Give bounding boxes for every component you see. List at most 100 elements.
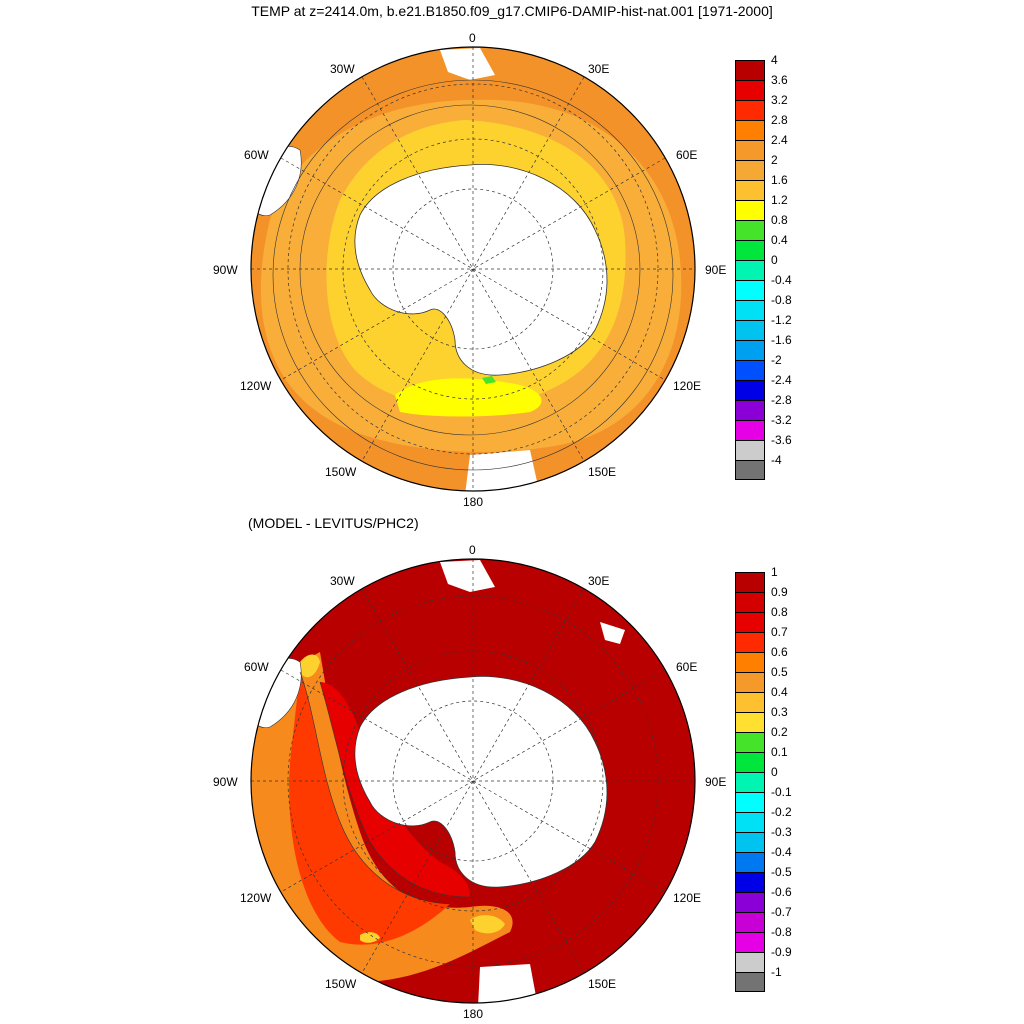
top-graticule bbox=[251, 47, 695, 491]
top-colorbar-tick-label: -0.8 bbox=[771, 293, 792, 307]
bottom-lon-120w: 120W bbox=[240, 891, 272, 905]
bottom-graticule bbox=[251, 559, 695, 1003]
bottom-colorbar-tick-label: 0 bbox=[771, 765, 778, 779]
bottom-colorbar-swatch bbox=[735, 912, 765, 932]
top-map-border bbox=[250, 46, 696, 492]
top-colorbar-tick-label: -3.6 bbox=[771, 433, 792, 447]
difference-subtitle: (MODEL - LEVITUS/PHC2) bbox=[248, 515, 419, 531]
bottom-colorbar-swatch bbox=[735, 772, 765, 792]
top-lon-30w: 30W bbox=[330, 62, 355, 76]
top-colorbar-swatch bbox=[735, 160, 765, 180]
bottom-lon-120e: 120E bbox=[673, 891, 702, 905]
top-colorbar-swatch bbox=[735, 300, 765, 320]
top-antarctica bbox=[354, 163, 608, 376]
bottom-colorbar-swatch bbox=[735, 572, 765, 592]
top-colorbar-swatch bbox=[735, 140, 765, 160]
bottom-colorbar-tick-label: 0.7 bbox=[771, 625, 788, 639]
bottom-polar-map: 0 30E 60E 90E 120E 150E 180 150W 120W 90… bbox=[0, 512, 740, 1024]
top-colorbar-swatch bbox=[735, 180, 765, 200]
bottom-lon-60w: 60W bbox=[244, 660, 269, 674]
top-lon-90w: 90W bbox=[213, 263, 238, 277]
top-lon-30e: 30E bbox=[588, 62, 610, 76]
top-colorbar bbox=[735, 60, 765, 480]
top-colorbar-tick-label: 2 bbox=[771, 153, 778, 167]
bottom-yellow-patch-2 bbox=[360, 932, 380, 943]
top-ice-edge-n bbox=[440, 48, 495, 80]
top-colorbar-swatch bbox=[735, 440, 765, 460]
bottom-colorbar-tick-label: 0.5 bbox=[771, 665, 788, 679]
bottom-lon-150e: 150E bbox=[588, 977, 617, 991]
top-colorbar-swatch bbox=[735, 400, 765, 420]
top-colorbar-tick-label: -3.2 bbox=[771, 413, 792, 427]
bottom-colorbar bbox=[735, 572, 765, 992]
top-lon-150e: 150E bbox=[588, 465, 617, 479]
bottom-colorbar-tick-label: -0.3 bbox=[771, 825, 792, 839]
bottom-colorbar-tick-label: -1 bbox=[771, 965, 782, 979]
top-colorbar-tick-label: 1.6 bbox=[771, 173, 788, 187]
top-colorbar-swatch bbox=[735, 80, 765, 100]
bottom-colorbar-swatch bbox=[735, 832, 765, 852]
bottom-colorbar-tick-label: 0.1 bbox=[771, 745, 788, 759]
bottom-colorbar-swatch bbox=[735, 592, 765, 612]
top-colorbar-tick-label: -4 bbox=[771, 453, 782, 467]
top-colorbar-swatch bbox=[735, 220, 765, 240]
top-polar-map: 0 30E 60E 90E 120E 150E 180 150W 120W 90… bbox=[0, 0, 740, 512]
top-colorbar-swatch bbox=[735, 240, 765, 260]
bottom-yellow-patch-1 bbox=[470, 915, 505, 934]
bottom-lon-90w: 90W bbox=[213, 775, 238, 789]
bottom-colorbar-swatch bbox=[735, 692, 765, 712]
bottom-colorbar-tick-label: -0.8 bbox=[771, 925, 792, 939]
bottom-map-svg bbox=[250, 558, 696, 1004]
bottom-lon-90e: 90E bbox=[705, 775, 727, 789]
bottom-lon-0: 0 bbox=[469, 543, 476, 557]
top-colorbar-swatch bbox=[735, 120, 765, 140]
top-colorbar-tick-label: -2.4 bbox=[771, 373, 792, 387]
top-colorbar-swatch bbox=[735, 420, 765, 440]
bottom-colorbar-tick-label: -0.1 bbox=[771, 785, 792, 799]
top-lon-180: 180 bbox=[463, 495, 484, 509]
top-colorbar-tick-label: 0 bbox=[771, 253, 778, 267]
bottom-colorbar-tick-label: -0.6 bbox=[771, 885, 792, 899]
bottom-colorbar-tick-label: 0.9 bbox=[771, 585, 788, 599]
bottom-colorbar-tick-label: 1 bbox=[771, 565, 778, 579]
top-lon-0: 0 bbox=[469, 31, 476, 45]
top-colorbar-tick-label: 3.6 bbox=[771, 73, 788, 87]
top-lon-150w: 150W bbox=[325, 465, 357, 479]
bottom-map-border bbox=[250, 558, 696, 1004]
bottom-antarctica bbox=[354, 675, 608, 888]
top-colorbar-swatch bbox=[735, 340, 765, 360]
bottom-colorbar-tick-label: 0.4 bbox=[771, 685, 788, 699]
bottom-lon-30e: 30E bbox=[588, 574, 610, 588]
top-lon-120e: 120E bbox=[673, 379, 702, 393]
bottom-colorbar-swatch bbox=[735, 652, 765, 672]
bottom-colorbar-swatch bbox=[735, 852, 765, 872]
top-lon-60e: 60E bbox=[676, 148, 698, 162]
bottom-colorbar-swatch bbox=[735, 892, 765, 912]
top-colorbar-tick-label: 0.4 bbox=[771, 233, 788, 247]
top-colorbar-tick-label: 0.8 bbox=[771, 213, 788, 227]
top-colorbar-swatch bbox=[735, 100, 765, 120]
bottom-colorbar-swatch bbox=[735, 752, 765, 772]
top-colorbar-swatch bbox=[735, 380, 765, 400]
plot-title: TEMP at z=2414.0m, b.e21.B1850.f09_g17.C… bbox=[251, 3, 773, 19]
bottom-colorbar-swatch bbox=[735, 712, 765, 732]
bottom-colorbar-tick-label: 0.3 bbox=[771, 705, 788, 719]
top-lon-60w: 60W bbox=[244, 148, 269, 162]
bottom-lon-180: 180 bbox=[463, 1007, 484, 1021]
bottom-ice-patch bbox=[600, 622, 625, 644]
top-colorbar-swatch bbox=[735, 320, 765, 340]
top-colorbar-tick-label: 3.2 bbox=[771, 93, 788, 107]
bottom-colorbar-tick-label: 0.6 bbox=[771, 645, 788, 659]
bottom-new-zealand-gap bbox=[478, 964, 538, 1003]
bottom-colorbar-swatch bbox=[735, 732, 765, 752]
top-lon-120w: 120W bbox=[240, 379, 272, 393]
bottom-lon-60e: 60E bbox=[676, 660, 698, 674]
bottom-colorbar-tick-label: 0.8 bbox=[771, 605, 788, 619]
top-colorbar-swatch bbox=[735, 60, 765, 80]
bottom-lon-30w: 30W bbox=[330, 574, 355, 588]
bottom-lon-150w: 150W bbox=[325, 977, 357, 991]
bottom-colorbar-swatch bbox=[735, 932, 765, 952]
top-colorbar-swatch bbox=[735, 460, 765, 480]
top-colorbar-tick-label: 4 bbox=[771, 53, 778, 67]
top-colorbar-tick-label: -1.2 bbox=[771, 313, 792, 327]
